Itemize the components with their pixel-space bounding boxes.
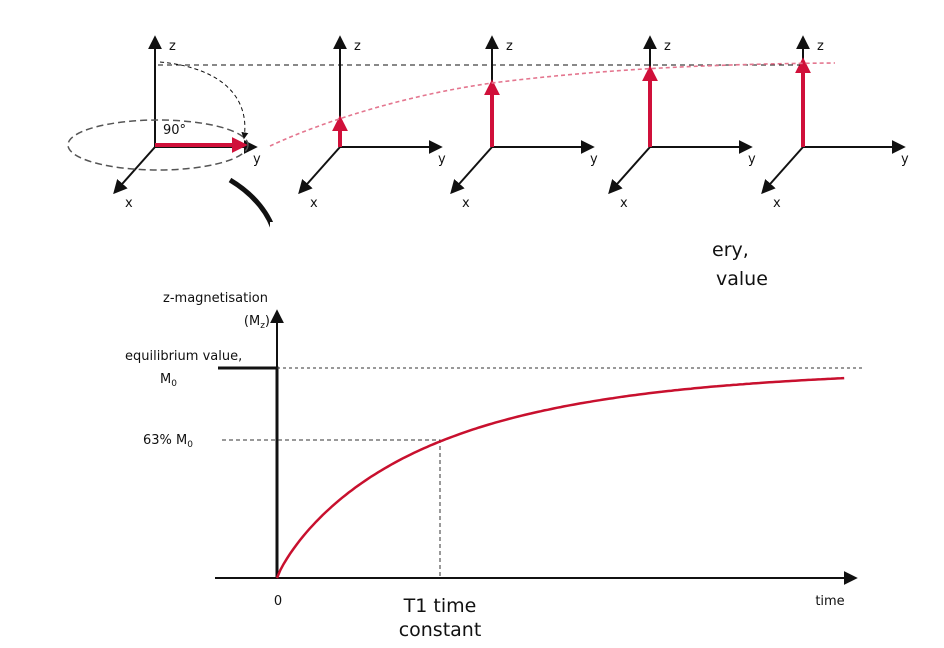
symbol: 63% M [143,433,187,448]
flip-angle: 90° [163,123,186,138]
x-axis [113,146,156,195]
y-label: y [253,152,261,167]
x-axis [298,146,341,195]
x-label: x [125,196,133,211]
y-label-symbol: (Mz) [244,314,270,331]
frames: z y x 90° z y x z y x z y x z y x [113,35,909,211]
y-label: y [590,152,598,167]
x-label: x [620,196,628,211]
initial-magnetisation [218,366,279,578]
precession-ellipse [67,119,249,171]
t1-label: T1 time [403,595,477,617]
z-label: z [169,39,176,54]
recovery-trace [269,62,836,147]
caption-line: value [716,268,768,290]
subscript: z [260,321,265,331]
caption-line: ery, [712,239,749,261]
symbol: (M [244,314,260,329]
equilibrium-label: equilibrium value, [125,349,242,364]
z-label: z [506,39,513,54]
y-label: y [748,152,756,167]
x-axis [608,146,651,195]
callout-arc [228,177,278,236]
occluder [270,222,733,333]
y-label: y [438,152,446,167]
x-label: x [310,196,318,211]
x-label: x [773,196,781,211]
x-label: x [462,196,470,211]
z-label: z [817,39,824,54]
y-label: y [901,152,909,167]
y-label: z-magnetisation [163,291,268,306]
origin-label: 0 [274,594,282,609]
equilibrium-symbol: M0 [160,372,177,389]
z-label: z [664,39,671,54]
x-label: time [815,594,844,609]
x-axis [761,146,804,195]
z-label: z [354,39,361,54]
subscript: 0 [171,379,177,389]
symbol: ) [265,314,270,329]
symbol: M [160,372,171,387]
t1-label: constant [399,619,482,641]
percent-label: 63% M0 [143,433,193,450]
x-axis [450,146,493,195]
t1-guide [222,439,441,578]
recovery-curve [275,376,845,579]
subscript: 0 [187,440,193,450]
